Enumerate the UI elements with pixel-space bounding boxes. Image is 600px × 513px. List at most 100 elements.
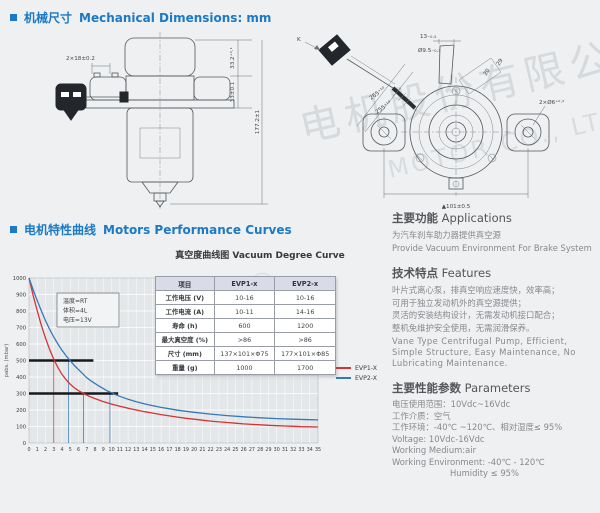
parameters-block: 主要性能参数 Parameters 电压使用范围：10Vdc~16Vdc 工作介质…	[392, 380, 598, 480]
text-line: 工作环境：-40℃ ~120℃、相对湿度≤ 95%	[392, 422, 563, 432]
info-column: 主要功能 Applications 为汽车刹车助力器提供真空源 Provide V…	[392, 210, 598, 491]
connector-pin	[328, 41, 339, 52]
chart-title: 真空度曲线图 Vacuum Degree Curve	[175, 251, 345, 261]
dim-label: 33.2⁺⁰·¹	[229, 47, 236, 69]
column-header: EVP2-x	[274, 276, 336, 291]
text-line: 为汽车刹车助力器提供真空源	[392, 230, 501, 240]
text-line: 可用于独立发动机外的真空源提供；	[392, 297, 526, 308]
y-tick-label: 800	[16, 309, 26, 315]
x-tick-label: 10	[109, 447, 115, 453]
view-label-k: K	[297, 37, 301, 43]
heading-en: Parameters	[464, 381, 531, 395]
text-line: 电压使用范围：10Vdc~16Vdc	[392, 399, 511, 409]
row-value: 10-16	[213, 290, 276, 305]
features-heading: 技术特点 Features	[392, 265, 598, 281]
x-tick-label: 15	[150, 447, 156, 453]
table-row: 寿命 (h) 600 1200	[155, 318, 336, 333]
cable-gland	[391, 86, 417, 110]
dim-label: 255⁺¹⁰	[374, 99, 393, 116]
row-value: 177×101×Φ85	[274, 346, 336, 361]
curve-EVP1-X	[28, 277, 319, 428]
dim-label: 13₋₀.₅	[420, 34, 436, 40]
section-header-curves: 电机特性曲线 Motors Performance Curves	[10, 221, 292, 238]
heading-zh: 主要性能参数	[392, 381, 461, 395]
x-tick-label: 0	[27, 447, 30, 453]
y-tick-label: 600	[16, 342, 26, 348]
legend-label: EVP1-X	[355, 364, 377, 372]
mount-ear-right	[193, 76, 231, 101]
x-tick-label: 9	[102, 447, 105, 453]
dim-label: ▲101±0.5	[442, 204, 471, 210]
x-tick-label: 2	[44, 447, 47, 453]
x-tick-label: 30	[274, 447, 280, 453]
annotation-line: 电压=13V	[63, 316, 93, 324]
parameters-lines: 电压使用范围：10Vdc~16Vdc 工作介质：空气 工作环境：-40℃ ~120℃…	[392, 399, 598, 480]
y-tick-label: 500	[16, 358, 26, 364]
row-value: 14-16	[274, 304, 336, 319]
curve-EVP2-X	[28, 277, 319, 421]
row-value: 600	[213, 318, 276, 333]
heading-zh: 主要功能	[392, 211, 438, 225]
spec-table-wrap: 项目 EVP1-x EVP2-x 工作电压 (V) 10-16 10-16 工作电流 (A…	[155, 276, 336, 375]
table-row: 最大真空度 (%) >86 >86	[155, 332, 336, 347]
dim-label: 20	[483, 68, 492, 78]
parameters-heading: 主要性能参数 Parameters	[392, 380, 598, 396]
x-tick-label: 4	[60, 447, 63, 453]
text-line: Humidity ≤ 95%	[450, 468, 519, 478]
legend-swatch-evp1	[336, 367, 351, 369]
x-tick-label: 11	[117, 447, 123, 453]
row-value: >86	[213, 332, 276, 347]
dim-label: 177.2±1	[255, 109, 261, 134]
x-tick-label: 21	[199, 447, 205, 453]
mechanical-drawing-front-view: 2×18±0.2 33.2⁺⁰·¹ 33±0.1 177.2±1	[55, 32, 268, 209]
legend-item: EVP1-X	[336, 363, 377, 373]
section-title-en: Motors Performance Curves	[103, 222, 292, 237]
applications-block: 主要功能 Applications 为汽车刹车助力器提供真空源 Provide V…	[392, 210, 598, 254]
features-block: 技术特点 Features 叶片式离心泵，排真空响应速度快，效率高； 可用于独立发…	[392, 265, 598, 369]
mount-bump	[111, 72, 119, 78]
features-lines: 叶片式离心泵，排真空响应速度快，效率高； 可用于独立发动机外的真空源提供； 灵活的安…	[392, 284, 598, 334]
y-tick-label: 200	[16, 408, 26, 414]
table-row: 工作电流 (A) 10-11 14-16	[155, 304, 336, 319]
dim-label: 33±0.1	[230, 81, 236, 102]
mount-bump	[93, 72, 101, 78]
heading-zh: 技术特点	[392, 266, 438, 280]
x-tick-label: 3	[52, 447, 55, 453]
bottom-cone	[141, 181, 179, 194]
x-tick-label: 14	[142, 447, 148, 453]
x-tick-label: 28	[257, 447, 263, 453]
y-tick-label: 1000	[13, 276, 26, 282]
applications-heading: 主要功能 Applications	[392, 210, 598, 226]
y-tick-label: 300	[16, 391, 26, 397]
table-row: 重量 (g) 1000 1700	[155, 360, 336, 375]
chart-legend: EVP1-X EVP2-X	[336, 363, 377, 383]
annotation-line: 体积=4L	[63, 307, 88, 315]
section-title-zh: 机械尺寸	[24, 11, 73, 25]
legend-swatch-evp2	[336, 377, 351, 379]
section-bullet-icon	[10, 226, 17, 233]
column-header: EVP1-x	[213, 276, 276, 291]
y-tick-label: 700	[16, 325, 26, 331]
row-value: 1200	[274, 318, 336, 333]
text-line: 叶片式离心泵，排真空响应速度快，效率高；	[392, 285, 560, 295]
row-label: 重量 (g)	[155, 360, 215, 375]
legend-item: EVP2-X	[336, 373, 377, 383]
heading-en: Features	[441, 266, 492, 280]
electrical-connector	[55, 83, 87, 111]
mechanical-drawing-axial-view: K 265⁺¹⁰ 255⁺¹⁰ 13₋₀.₅ Ø9.5₋₀.₃ 20 29 2×…	[297, 34, 564, 210]
row-label: 尺寸 (mm)	[155, 346, 215, 361]
text-line: Working Environment: -40℃ - 120℃	[392, 456, 545, 467]
x-tick-label: 27	[249, 447, 255, 453]
x-tick-label: 13	[133, 447, 139, 453]
x-tick-label: 5	[69, 447, 72, 453]
body-label-area	[139, 127, 181, 159]
legend-label: EVP2-X	[355, 374, 377, 382]
side-port-outline	[458, 57, 502, 95]
row-label: 工作电压 (V)	[155, 290, 215, 305]
x-tick-label: 17	[166, 447, 172, 453]
x-tick-label: 20	[191, 447, 197, 453]
features-line-en: Vane Type Centrifugal Pump, Efficient, S…	[392, 336, 576, 368]
x-tick-label: 29	[265, 447, 271, 453]
annotation-line: 温度=RT	[63, 297, 88, 305]
